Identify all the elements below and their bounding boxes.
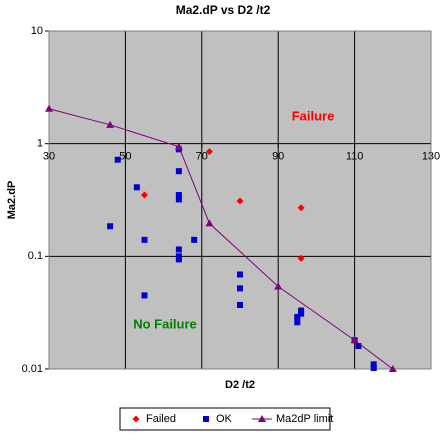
point	[175, 168, 182, 175]
point	[114, 156, 121, 163]
point	[107, 223, 114, 230]
x-tick-label: 70	[196, 151, 208, 163]
x-axis-label: D2 /t2	[225, 379, 255, 391]
point	[175, 256, 182, 263]
point	[141, 236, 148, 243]
point	[298, 307, 305, 314]
point	[175, 196, 182, 203]
legend-label: OK	[216, 413, 233, 425]
point	[237, 271, 243, 278]
point	[297, 204, 305, 212]
legend-marker	[258, 415, 266, 422]
point	[294, 319, 301, 326]
point	[355, 343, 362, 350]
x-tick-label: 90	[272, 151, 284, 163]
annotation: No Failure	[133, 316, 197, 331]
point	[274, 282, 283, 290]
y-tick-label: 0.01	[22, 363, 43, 375]
point	[141, 191, 148, 199]
point	[237, 301, 243, 308]
legend-marker	[203, 416, 209, 422]
point	[236, 197, 244, 205]
point	[141, 292, 148, 299]
point	[174, 142, 183, 150]
y-tick-label: 1	[37, 138, 43, 150]
legend-label: Failed	[146, 413, 176, 425]
point	[175, 192, 182, 199]
legend-label: Ma2dP limit	[276, 413, 333, 425]
point	[237, 285, 243, 292]
point	[205, 148, 213, 156]
legend	[119, 407, 331, 431]
point	[106, 120, 115, 128]
point	[297, 254, 305, 262]
chart-title: Ma2.dP vs D2 /t2	[176, 3, 271, 17]
point	[370, 361, 377, 368]
annotation: Failure	[292, 108, 335, 123]
point	[205, 219, 214, 227]
point	[191, 236, 198, 243]
point	[175, 246, 182, 253]
y-tick-label: 10	[31, 25, 43, 37]
point	[370, 365, 377, 372]
point	[294, 313, 301, 320]
point	[133, 184, 140, 191]
y-axis-label: Ma2.dP	[6, 181, 18, 220]
point	[388, 365, 397, 372]
x-tick-label: 50	[119, 151, 131, 163]
y-tick-label: 0.1	[28, 250, 43, 262]
x-tick-label: 110	[346, 151, 364, 163]
point	[298, 310, 305, 317]
legend-marker	[132, 415, 140, 423]
plot-border	[48, 30, 432, 370]
point	[45, 104, 53, 112]
point	[350, 336, 359, 344]
point	[175, 253, 182, 260]
